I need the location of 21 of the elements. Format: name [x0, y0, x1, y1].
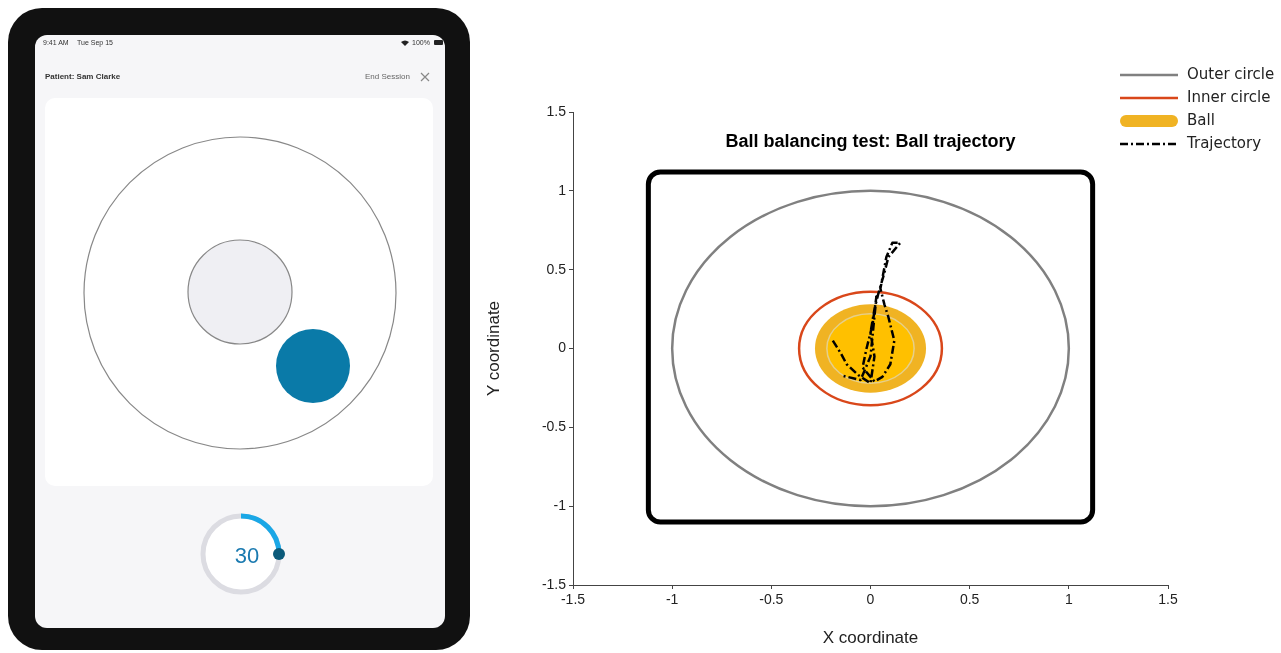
line-series	[831, 241, 902, 385]
y-tick-label: -0.5	[541, 418, 567, 435]
y-tick-label: 1.5	[546, 102, 567, 119]
x-tick-label: 1.5	[1158, 591, 1178, 608]
x-axis-title: X coordinate	[822, 628, 919, 648]
y-tick-label: -1.5	[541, 575, 567, 592]
x-tick-label: -0.5	[759, 591, 784, 608]
text: Ball	[1187, 110, 1215, 129]
x-tick-label: 0.5	[959, 591, 980, 608]
text: Ball balancing test: Ball trajectory	[725, 130, 1016, 151]
x-tick-label: 1	[1064, 591, 1073, 608]
legend-label: Trajectory	[1186, 133, 1262, 152]
text: Outer circle	[1187, 64, 1275, 83]
y-tick-label: 1	[558, 181, 567, 198]
y-tick-label: 0.5	[546, 260, 567, 277]
y-tick-label: 0	[558, 339, 567, 356]
y-axis-title: Y coordinate	[483, 300, 503, 397]
x-tick-label: 0	[866, 591, 875, 608]
y-tick-label: -1	[553, 497, 567, 514]
x-tick-label: -1	[665, 591, 679, 608]
text: Inner circle	[1187, 87, 1271, 106]
